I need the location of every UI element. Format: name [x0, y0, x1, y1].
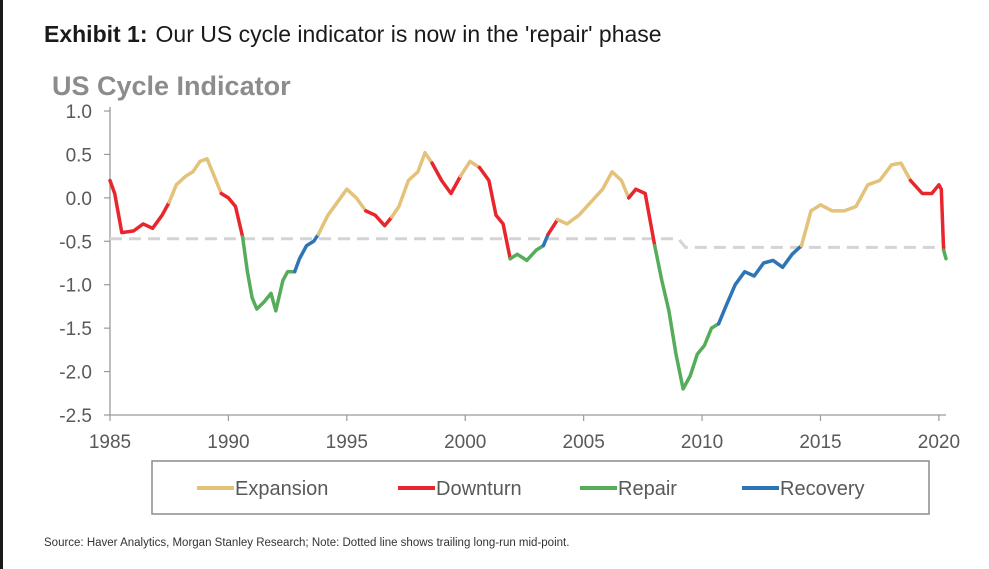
exhibit-number: Exhibit 1: [44, 21, 148, 47]
y-tick-label: -1.0 [59, 276, 92, 297]
legend-label-downturn: Downturn [436, 478, 522, 500]
series-line-downturn-0 [108, 178, 171, 235]
series-line-repair-11 [508, 243, 546, 263]
series-line-downturn-2 [219, 191, 245, 239]
series-line-downturn-15 [626, 187, 657, 248]
series-line-expansion-7 [390, 150, 434, 219]
series-line-repair-20 [941, 248, 948, 261]
legend: Expansion Downturn Repair Recovery [151, 460, 930, 515]
series-line-expansion-14 [555, 170, 631, 226]
y-tick-label: -0.5 [59, 232, 92, 253]
midpoint-line [110, 237, 946, 249]
x-tick-label: 1990 [207, 432, 249, 453]
y-tick-label: 0.0 [66, 189, 92, 210]
axes: 1.0 0.5 0.0 -0.5 -1.0 -1.5 -2.0 -2.5 1985 1990 199… [59, 102, 960, 453]
x-tick-label: 2005 [563, 432, 605, 453]
x-tick-label: 2000 [444, 432, 486, 453]
chart-title: US Cycle Indicator [52, 71, 291, 101]
legend-label-repair: Repair [618, 478, 677, 500]
series-line-recovery-12 [541, 232, 550, 248]
series-line-expansion-9 [458, 159, 482, 178]
series-line-expansion-5 [316, 187, 368, 237]
series-line-downturn-8 [430, 161, 463, 196]
series-line-downturn-13 [546, 217, 560, 237]
legend-label-expansion: Expansion [235, 478, 328, 500]
x-tick-label: 1995 [326, 432, 368, 453]
midpoint-line-layer [110, 237, 946, 249]
series-line-repair-16 [652, 243, 721, 391]
exhibit-heading: Exhibit 1: Our US cycle indicator is now … [44, 21, 662, 48]
x-tick-label: 2015 [799, 432, 841, 453]
series-line-repair-3 [240, 235, 297, 313]
y-tick-label: -2.0 [59, 363, 92, 384]
x-tick-label: 2010 [681, 432, 723, 453]
source-note: Source: Haver Analytics, Morgan Stanley … [44, 537, 570, 549]
y-tick-label: 1.0 [66, 102, 92, 123]
y-tick-label: -2.5 [59, 406, 92, 427]
series-line-downturn-19 [908, 178, 946, 252]
series-line-recovery-17 [716, 243, 804, 326]
series-line-downturn-10 [477, 165, 512, 261]
exhibit-title: Our US cycle indicator is now in the 're… [155, 21, 662, 47]
y-tick-label: 0.5 [66, 145, 92, 166]
series-line-expansion-18 [799, 161, 913, 248]
series-line-downturn-6 [364, 209, 394, 228]
x-tick-label: 2020 [918, 432, 960, 453]
y-tick-label: -1.5 [59, 319, 92, 340]
series-layer [108, 150, 948, 391]
x-tick-label: 1985 [89, 432, 131, 453]
left-frame-border [0, 0, 3, 569]
legend-box [151, 460, 930, 515]
legend-label-recovery: Recovery [780, 478, 864, 500]
series-line-recovery-4 [292, 232, 321, 274]
series-line-expansion-1 [167, 157, 224, 204]
